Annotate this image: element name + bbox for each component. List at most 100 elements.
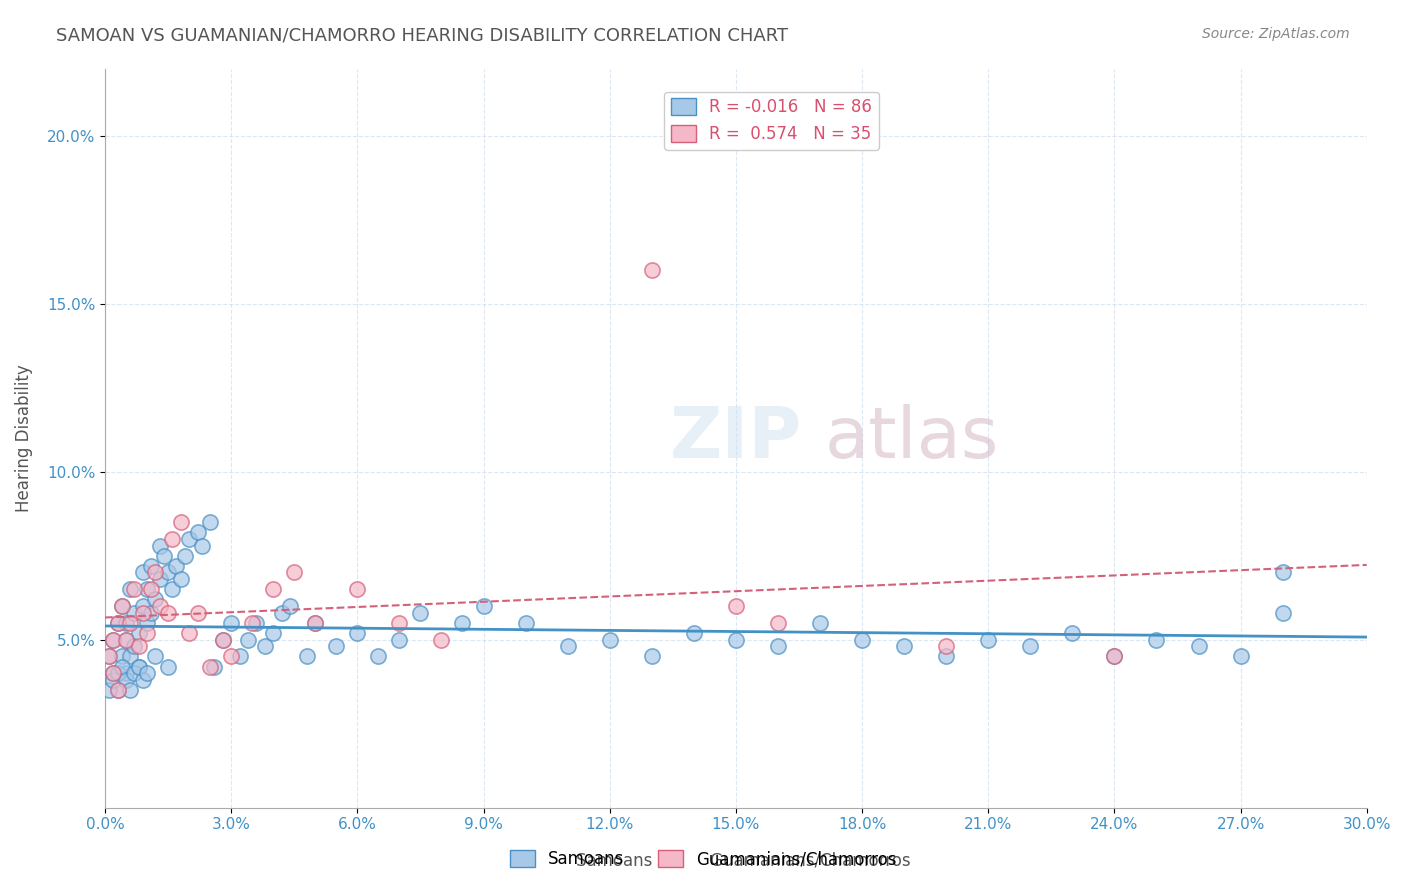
Point bbox=[149, 572, 172, 586]
Point bbox=[367, 649, 389, 664]
Point bbox=[111, 599, 134, 613]
Point bbox=[253, 640, 276, 654]
Legend: R = -0.016   N = 86, R =  0.574   N = 35: R = -0.016 N = 86, R = 0.574 N = 35 bbox=[665, 92, 879, 150]
Point bbox=[219, 615, 242, 630]
Point bbox=[124, 582, 146, 597]
Point bbox=[103, 666, 125, 681]
Point bbox=[124, 606, 146, 620]
Point bbox=[236, 632, 259, 647]
Point bbox=[98, 649, 121, 664]
Point bbox=[132, 566, 155, 580]
Point bbox=[128, 626, 150, 640]
Point bbox=[766, 615, 789, 630]
Point bbox=[211, 632, 233, 647]
Point bbox=[157, 566, 180, 580]
Point bbox=[128, 640, 150, 654]
Point bbox=[107, 666, 129, 681]
Point bbox=[219, 649, 242, 664]
Point bbox=[409, 606, 432, 620]
Point bbox=[132, 673, 155, 687]
Point bbox=[682, 626, 704, 640]
Point bbox=[115, 673, 138, 687]
Point bbox=[388, 615, 411, 630]
Point bbox=[295, 649, 318, 664]
Point bbox=[1146, 632, 1168, 647]
Point bbox=[157, 606, 180, 620]
Point bbox=[1229, 649, 1251, 664]
Point bbox=[98, 649, 121, 664]
Point bbox=[186, 606, 208, 620]
Point bbox=[166, 558, 188, 573]
Point bbox=[103, 673, 125, 687]
Point bbox=[177, 626, 200, 640]
Point bbox=[145, 649, 167, 664]
Point bbox=[162, 582, 184, 597]
Point bbox=[174, 549, 197, 563]
Point bbox=[283, 566, 305, 580]
Point bbox=[170, 515, 193, 529]
Point bbox=[641, 263, 664, 277]
Point bbox=[1271, 606, 1294, 620]
Point bbox=[103, 666, 125, 681]
Point bbox=[1271, 566, 1294, 580]
Point bbox=[141, 606, 163, 620]
Point bbox=[136, 626, 159, 640]
Point bbox=[115, 632, 138, 647]
Point bbox=[107, 683, 129, 698]
Text: Source: ZipAtlas.com: Source: ZipAtlas.com bbox=[1202, 27, 1350, 41]
Point bbox=[724, 632, 747, 647]
Point bbox=[149, 599, 172, 613]
Point bbox=[641, 649, 664, 664]
Point bbox=[935, 640, 957, 654]
Point bbox=[1187, 640, 1209, 654]
Point bbox=[136, 615, 159, 630]
Point bbox=[103, 632, 125, 647]
Point bbox=[145, 592, 167, 607]
Point bbox=[190, 539, 212, 553]
Point bbox=[111, 659, 134, 673]
Point bbox=[132, 599, 155, 613]
Point bbox=[893, 640, 915, 654]
Point bbox=[141, 582, 163, 597]
Point bbox=[472, 599, 495, 613]
Point bbox=[346, 582, 368, 597]
Text: SAMOAN VS GUAMANIAN/CHAMORRO HEARING DISABILITY CORRELATION CHART: SAMOAN VS GUAMANIAN/CHAMORRO HEARING DIS… bbox=[56, 27, 789, 45]
Point bbox=[325, 640, 347, 654]
Point bbox=[107, 683, 129, 698]
Point bbox=[270, 606, 292, 620]
Point bbox=[451, 615, 474, 630]
Point bbox=[177, 532, 200, 546]
Point bbox=[157, 659, 180, 673]
Point bbox=[115, 632, 138, 647]
Y-axis label: Hearing Disability: Hearing Disability bbox=[15, 364, 32, 512]
Point bbox=[724, 599, 747, 613]
Point bbox=[115, 615, 138, 630]
Point bbox=[103, 632, 125, 647]
Point bbox=[430, 632, 453, 647]
Point bbox=[107, 615, 129, 630]
Point bbox=[128, 659, 150, 673]
Point bbox=[1104, 649, 1126, 664]
Point bbox=[120, 615, 142, 630]
Point bbox=[557, 640, 579, 654]
Point bbox=[145, 566, 167, 580]
Point bbox=[98, 683, 121, 698]
Point bbox=[107, 615, 129, 630]
Point bbox=[262, 626, 284, 640]
Point bbox=[120, 683, 142, 698]
Point bbox=[228, 649, 250, 664]
Point bbox=[124, 666, 146, 681]
Point bbox=[111, 649, 134, 664]
Point bbox=[136, 582, 159, 597]
Point bbox=[346, 626, 368, 640]
Legend: Samoans, Guamanians/Chamorros: Samoans, Guamanians/Chamorros bbox=[503, 843, 903, 875]
Point bbox=[766, 640, 789, 654]
Point bbox=[124, 640, 146, 654]
Point bbox=[935, 649, 957, 664]
Point bbox=[128, 659, 150, 673]
Point bbox=[170, 572, 193, 586]
Point bbox=[149, 539, 172, 553]
Text: Samoans           Guamanians/Chamorros: Samoans Guamanians/Chamorros bbox=[534, 852, 911, 870]
Point bbox=[388, 632, 411, 647]
Point bbox=[120, 649, 142, 664]
